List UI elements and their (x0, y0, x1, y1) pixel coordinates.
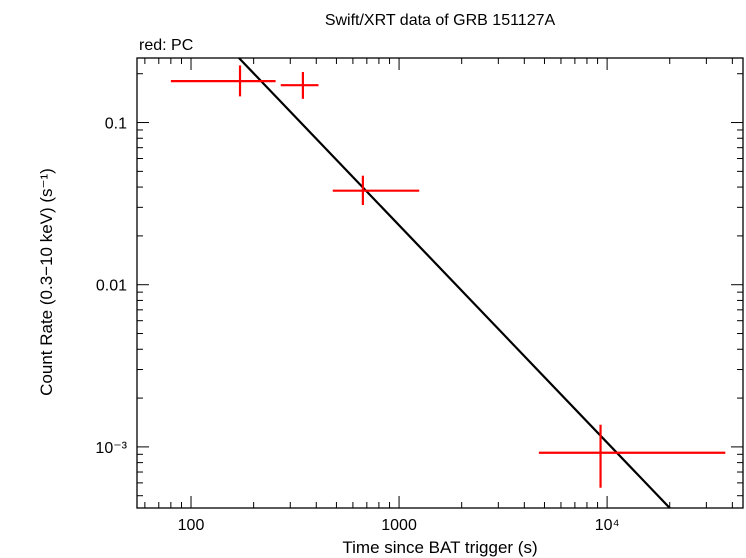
plot-frame (136, 57, 744, 509)
y-axis-label: Count Rate (0.3−10 keV) (s⁻¹) (37, 168, 56, 396)
data-point (170, 65, 276, 97)
data-point (538, 424, 726, 488)
y-tick-label: 10⁻³ (95, 440, 127, 457)
chart-title: Swift/XRT data of GRB 151127A (325, 12, 556, 29)
axis-ticks: 100 1000 10⁴ 0.1 0.01 10⁻³ (95, 58, 743, 534)
chart-subtitle: red: PC (139, 37, 193, 54)
y-tick-label: 0.1 (105, 116, 127, 133)
data-points-group (170, 65, 726, 488)
x-tick-label: 100 (178, 517, 205, 534)
model-fit-line (238, 57, 671, 509)
y-tick-label: 0.01 (96, 278, 127, 295)
data-point (332, 175, 420, 206)
x-axis-label: Time since BAT trigger (s) (342, 538, 537, 557)
x-tick-label: 1000 (381, 517, 417, 534)
data-point (280, 71, 319, 99)
model-line-group (238, 57, 671, 509)
x-tick-label: 10⁴ (595, 517, 620, 534)
